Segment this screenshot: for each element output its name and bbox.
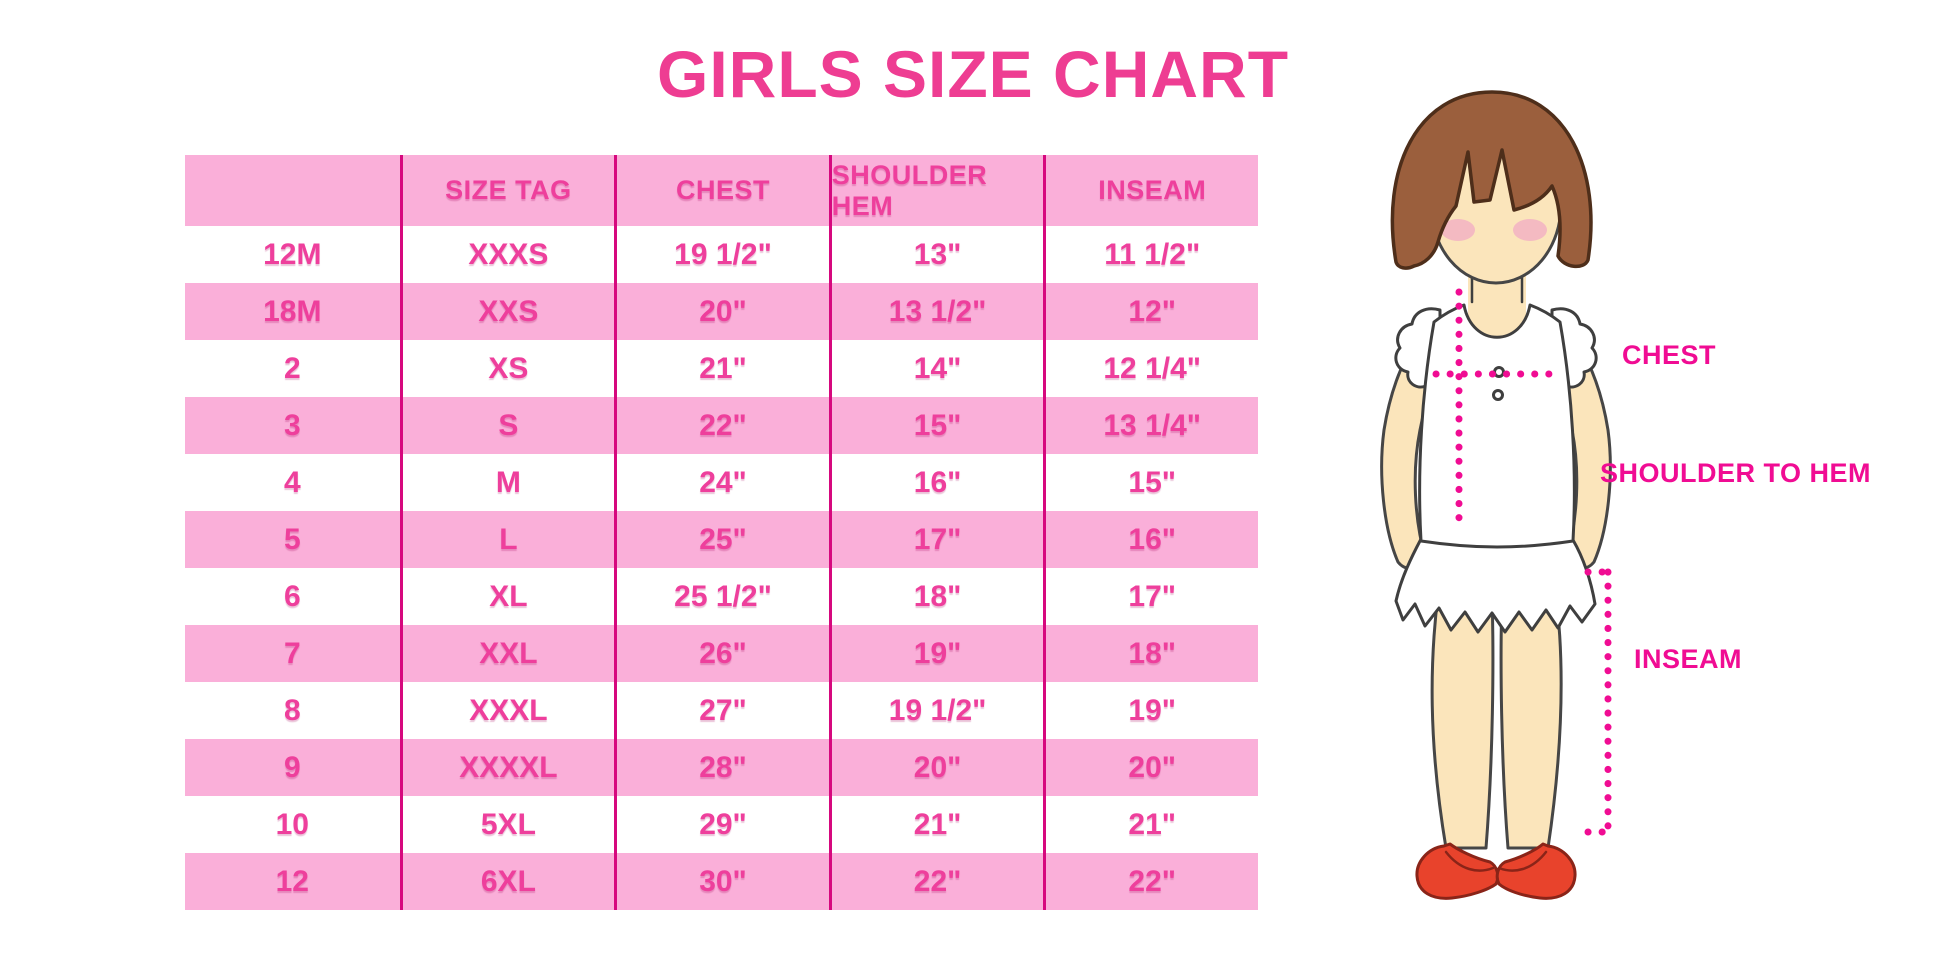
dress-skirt [1394,537,1597,634]
cell-inseam: 13 1/4" [1043,397,1258,454]
girl-left-shoe [1415,842,1500,900]
cell-shoulder-hem: 13 1/2" [828,283,1044,340]
cell-chest: 28" [614,739,829,796]
cell-size-tag: XXXXL [399,739,615,796]
table-row: 12 6XL 30" 22" 22" [185,853,1258,910]
cell-chest: 27" [614,682,829,739]
girl-left-leg [1430,593,1495,850]
cell-size-tag: XS [399,340,615,397]
cell-shoulder-hem: 20" [828,739,1044,796]
inseam-measure-label: INSEAM [1634,644,1743,674]
cell-shoulder-hem: 14" [828,340,1044,397]
table-row: 8 XXXL 27" 19 1/2" 19" [185,682,1258,739]
cell-shoulder-hem: 15" [828,397,1044,454]
cell-inseam: 12" [1043,283,1258,340]
table-row: 4 M 24" 16" 15" [185,454,1258,511]
cell-chest: 24" [614,454,829,511]
cell-inseam: 16" [1043,511,1258,568]
girl-hair [1390,90,1593,270]
cell-size-tag: XL [399,568,615,625]
cell-chest: 25 1/2" [614,568,829,625]
dress-bodice [1418,303,1576,549]
table-row: 2 XS 21" 14" 12 1/4" [185,340,1258,397]
cell-size-tag: XXXS [399,226,615,283]
cell-size-tag: XXXL [399,682,615,739]
girl-right-leg [1499,593,1563,850]
cell-size-tag: 6XL [399,853,615,910]
cell-shoulder-hem: 22" [828,853,1044,910]
cell-shoulder-hem: 13" [828,226,1044,283]
cell-inseam: 12 1/4" [1043,340,1258,397]
table-row: 18M XXS 20" 13 1/2" 12" [185,283,1258,340]
dress-button-top [1493,366,1505,378]
cell-size: 12 [275,864,309,898]
cell-size: 9 [283,750,301,784]
cell-size: 4 [283,465,301,499]
cell-size: 12M [263,237,322,271]
cell-inseam: 22" [1043,853,1258,910]
cell-inseam: 21" [1043,796,1258,853]
cell-shoulder-hem: 17" [828,511,1044,568]
cell-chest: 26" [614,625,829,682]
cell-size-tag: XXS [399,283,615,340]
header-cell-chest: CHEST [614,155,829,226]
chest-measure-label: CHEST [1622,340,1717,370]
header-cell-blank [185,155,400,226]
cell-chest: 25" [614,511,829,568]
girl-figure-illustration [1330,50,1890,930]
cell-chest: 29" [614,796,829,853]
girl-right-blush [1513,219,1547,241]
cell-shoulder-hem: 19 1/2" [828,682,1044,739]
cell-size-tag: L [399,511,615,568]
cell-shoulder-hem: 19" [828,625,1044,682]
page-title: GIRLS SIZE CHART [656,37,1290,111]
girl-left-blush [1441,219,1475,241]
cell-size: 3 [283,408,301,442]
dress-button-bottom [1492,389,1504,401]
cell-size: 2 [283,351,301,385]
girl-left-shoe-strap [1444,850,1495,872]
table-row: 7 XXL 26" 19" 18" [185,625,1258,682]
cell-size: 10 [275,807,309,841]
cell-chest: 30" [614,853,829,910]
cell-shoulder-hem: 21" [828,796,1044,853]
header-cell-inseam: INSEAM [1043,155,1258,226]
cell-size-tag: S [399,397,615,454]
cell-size: 7 [283,636,301,670]
cell-size: 6 [283,579,301,613]
cell-inseam: 11 1/2" [1043,226,1258,283]
cell-inseam: 17" [1043,568,1258,625]
cell-shoulder-hem: 16" [828,454,1044,511]
cell-size-tag: 5XL [399,796,615,853]
size-table: SIZE TAG CHEST SHOULDER HEM INSEAM 12M X… [185,155,1258,910]
cell-chest: 22" [614,397,829,454]
shoulder-to-hem-measure-label: SHOULDER TO HEM [1600,458,1872,488]
table-row: 5 L 25" 17" 16" [185,511,1258,568]
girl-right-shoe-strap [1497,850,1548,872]
cell-inseam: 18" [1043,625,1258,682]
cell-inseam: 19" [1043,682,1258,739]
table-row: 12M XXXS 19 1/2" 13" 11 1/2" [185,226,1258,283]
girl-right-shoe [1495,842,1577,900]
cell-chest: 20" [614,283,829,340]
cell-chest: 19 1/2" [614,226,829,283]
header-cell-size-tag: SIZE TAG [399,155,615,226]
size-table-header-row: SIZE TAG CHEST SHOULDER HEM INSEAM [185,155,1258,226]
table-row: 3 S 22" 15" 13 1/4" [185,397,1258,454]
table-row: 6 XL 25 1/2" 18" 17" [185,568,1258,625]
table-row: 10 5XL 29" 21" 21" [185,796,1258,853]
cell-size: 5 [283,522,301,556]
size-table-body: 12M XXXS 19 1/2" 13" 11 1/2" 18M XXS 20"… [185,226,1258,910]
cell-size: 8 [283,693,301,727]
cell-inseam: 15" [1043,454,1258,511]
cell-size-tag: M [399,454,615,511]
cell-inseam: 20" [1043,739,1258,796]
cell-chest: 21" [614,340,829,397]
cell-shoulder-hem: 18" [828,568,1044,625]
cell-size: 18M [263,294,322,328]
cell-size-tag: XXL [399,625,615,682]
table-row: 9 XXXXL 28" 20" 20" [185,739,1258,796]
header-cell-shoulder-hem: SHOULDER HEM [828,155,1044,226]
